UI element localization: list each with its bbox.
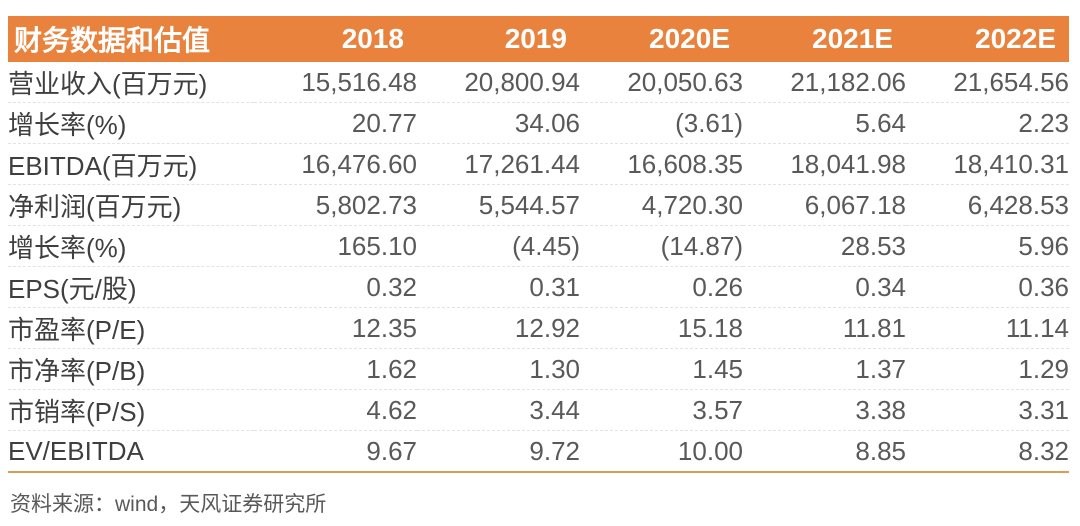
column-header-2022e: 2022E <box>906 16 1069 62</box>
cell-value: 6,067.18 <box>743 184 906 226</box>
cell-value: 15,516.48 <box>301 66 417 97</box>
cell-value: 34.06 <box>417 102 580 144</box>
row-label: 营业收入(百万元) <box>8 68 208 99</box>
table-row: EPS(元/股) 0.32 0.31 0.26 0.34 0.36 <box>8 266 1069 308</box>
column-header-2021e: 2021E <box>743 16 906 62</box>
table-row: 净利润(百万元) 5,802.73 5,544.57 4,720.30 6,06… <box>8 184 1069 226</box>
table-row: 增长率(%) 20.77 34.06 (3.61) 5.64 2.23 <box>8 102 1069 144</box>
cell-value: 15.18 <box>580 307 743 349</box>
cell-value: 20,050.63 <box>627 66 743 97</box>
cell-value: 8.85 <box>743 430 906 473</box>
cell-value: 0.32 <box>254 266 417 308</box>
cell-value: 18,410.31 <box>906 143 1069 185</box>
cell-value: 1.30 <box>417 348 580 390</box>
cell-value: 21,654.56 <box>953 66 1069 97</box>
cell-value: 16,476.60 <box>254 143 417 185</box>
cell-value: 4,720.30 <box>580 184 743 226</box>
column-header-2020e: 2020E <box>580 16 743 62</box>
table-row: 营业收入(百万元) 15,516.48 20,800.94 20,050.63 … <box>8 62 1069 103</box>
cell-value: 1.29 <box>906 348 1069 390</box>
cell-value: 12.35 <box>254 307 417 349</box>
row-label: 净利润(百万元) <box>8 184 254 226</box>
table-title: 财务数据和估值 <box>8 16 254 62</box>
row-label: 市盈率(P/E) <box>8 307 254 349</box>
cell-value: (14.87) <box>580 225 743 267</box>
cell-value: 9.72 <box>417 430 580 473</box>
cell-value: 12.92 <box>417 307 580 349</box>
cell-value: 5.96 <box>906 225 1069 267</box>
cell-value: 4.62 <box>254 389 417 431</box>
table-row: 市净率(P/B) 1.62 1.30 1.45 1.37 1.29 <box>8 348 1069 390</box>
cell-value: 1.37 <box>743 348 906 390</box>
financial-data-table: 财务数据和估值 2018 2019 2020E 2021E 2022E 营业收入… <box>8 16 1069 473</box>
table-header-row: 财务数据和估值 2018 2019 2020E 2021E 2022E <box>8 16 1069 62</box>
cell-value: 11.14 <box>906 307 1069 349</box>
cell-value: 28.53 <box>743 225 906 267</box>
row-label: EBITDA(百万元) <box>8 143 254 185</box>
cell-value: 10.00 <box>580 430 743 473</box>
cell-value: 1.62 <box>254 348 417 390</box>
table-row: 市销率(P/S) 4.62 3.44 3.57 3.38 3.31 <box>8 389 1069 431</box>
row-label: EPS(元/股) <box>8 266 254 308</box>
cell-value: 0.26 <box>580 266 743 308</box>
row-label: 市销率(P/S) <box>8 389 254 431</box>
row-label: 增长率(%) <box>8 102 254 144</box>
cell-value: 3.44 <box>417 389 580 431</box>
cell-value: 20.77 <box>254 102 417 144</box>
cell-value: 3.57 <box>580 389 743 431</box>
cell-value: 20,800.94 <box>464 66 580 97</box>
cell-value: 17,261.44 <box>417 143 580 185</box>
column-header-2019: 2019 <box>417 16 580 62</box>
column-header-2018: 2018 <box>254 16 417 62</box>
cell-value: 16,608.35 <box>580 143 743 185</box>
cell-value: 165.10 <box>254 225 417 267</box>
table-row: 市盈率(P/E) 12.35 12.92 15.18 11.81 11.14 <box>8 307 1069 349</box>
cell-value: 5,802.73 <box>254 184 417 226</box>
table-row: EBITDA(百万元) 16,476.60 17,261.44 16,608.3… <box>8 143 1069 185</box>
cell-value: 2.23 <box>906 102 1069 144</box>
cell-value: (4.45) <box>417 225 580 267</box>
cell-value: 21,182.06 <box>790 66 906 97</box>
cell-value: 3.31 <box>906 389 1069 431</box>
cell-value: 0.31 <box>417 266 580 308</box>
cell-value: 9.67 <box>254 430 417 473</box>
cell-value: 1.45 <box>580 348 743 390</box>
row-label: EV/EBITDA <box>8 430 254 473</box>
cell-value: 6,428.53 <box>906 184 1069 226</box>
row-label: 增长率(%) <box>8 225 254 267</box>
table-row: 增长率(%) 165.10 (4.45) (14.87) 28.53 5.96 <box>8 225 1069 267</box>
cell-value: 3.38 <box>743 389 906 431</box>
cell-value: (3.61) <box>580 102 743 144</box>
source-note: 资料来源：wind，天风证券研究所 <box>10 493 327 516</box>
cell-value: 11.81 <box>743 307 906 349</box>
cell-value: 5,544.57 <box>417 184 580 226</box>
row-label: 市净率(P/B) <box>8 348 254 390</box>
table-row: EV/EBITDA 9.67 9.72 10.00 8.85 8.32 <box>8 430 1069 473</box>
cell-value: 0.34 <box>743 266 906 308</box>
cell-value: 8.32 <box>906 430 1069 473</box>
cell-value: 0.36 <box>906 266 1069 308</box>
cell-value: 5.64 <box>743 102 906 144</box>
cell-value: 18,041.98 <box>743 143 906 185</box>
